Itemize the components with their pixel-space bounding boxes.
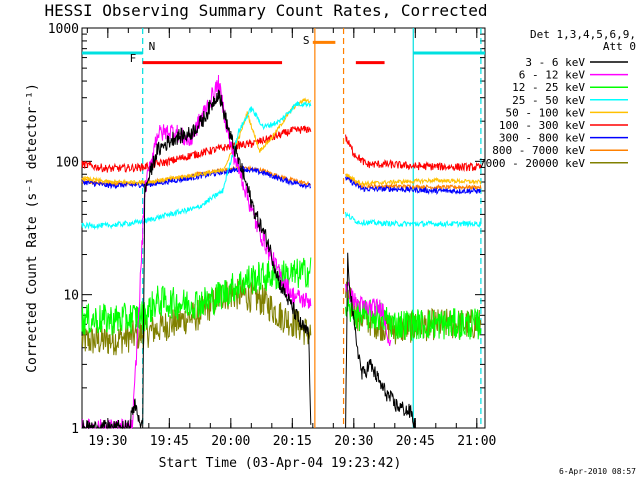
legend-label: 800 - 7000 keV	[492, 144, 585, 157]
chart-title: HESSI Observing Summary Count Rates, Cor…	[44, 1, 487, 20]
footer-timestamp: 6-Apr-2010 08:57	[559, 467, 636, 476]
legend-label: 50 - 100 keV	[506, 106, 586, 119]
legend-label: 7000 - 20000 keV	[479, 157, 585, 170]
y-axis-label: Corrected Count Rate (s⁻¹ detector⁻¹)	[25, 83, 40, 373]
annotation-N: N	[149, 40, 156, 53]
legend-label: 25 - 50 keV	[512, 94, 585, 107]
x-tick-label: 20:45	[396, 434, 435, 449]
series-12-25-kev	[81, 257, 482, 342]
legend-header: Att 0	[603, 40, 636, 53]
annotation-F: F	[130, 52, 137, 65]
series-6-12-kev	[81, 74, 392, 430]
series-100-300-kev	[81, 125, 482, 173]
x-tick-label: 21:00	[457, 434, 496, 449]
x-tick-label: 20:15	[273, 434, 312, 449]
y-tick-label: 10	[63, 289, 79, 304]
x-tick-label: 20:00	[211, 434, 250, 449]
legend-label: 100 - 300 keV	[499, 119, 585, 132]
legend-label: 6 - 12 keV	[519, 69, 586, 82]
legend-header: Det 1,3,4,5,6,9,	[530, 28, 636, 41]
series-50-100-kev	[81, 97, 482, 188]
plot-area: 1 10 100 1000 19:30 19:45 20:00 20:15 20:30 20:45…	[48, 22, 497, 449]
y-tick-label: 100	[56, 155, 79, 170]
x-tick-label: 20:30	[334, 434, 373, 449]
legend-label: 12 - 25 keV	[512, 81, 585, 94]
series-25-50-kev	[81, 101, 482, 231]
y-tick-label: 1000	[48, 22, 79, 37]
legend-label: 3 - 6 keV	[525, 56, 585, 69]
series-3-6-kev	[81, 89, 416, 430]
x-axis-label: Start Time (03-Apr-04 19:23:42)	[159, 456, 402, 471]
x-tick-label: 19:45	[150, 434, 189, 449]
annotation-S: S	[303, 34, 310, 47]
plot-frame	[81, 27, 486, 429]
legend-label: 300 - 800 keV	[499, 132, 585, 145]
y-tick-label: 1	[71, 422, 79, 437]
x-tick-label: 19:30	[88, 434, 127, 449]
